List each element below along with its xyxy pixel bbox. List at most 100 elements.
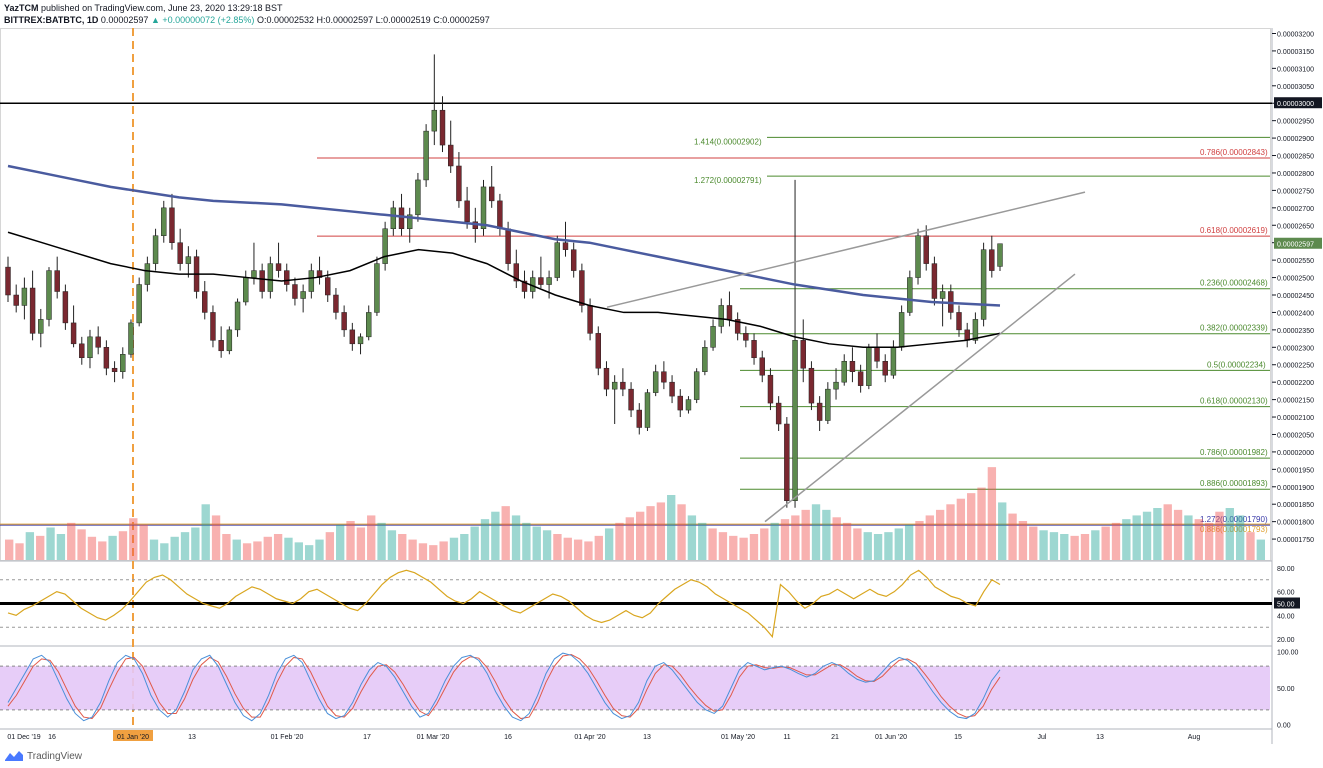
rsi-axis-label: 40.00 (1277, 613, 1295, 620)
time-axis-label: 01 Mar '20 (417, 734, 450, 741)
stoch-axis-label: 0.00 (1277, 722, 1291, 729)
rsi-axis-label: 50.00 (1277, 602, 1295, 609)
volume-bar (25, 532, 35, 560)
candle-body (488, 186, 495, 202)
price-axis-label: 0.00003200 (1277, 31, 1314, 38)
candle-body (956, 312, 962, 331)
price-axis-label: 0.00003150 (1277, 49, 1314, 56)
volume-bar (273, 534, 283, 560)
candle-body (734, 319, 741, 334)
candle-body (431, 109, 438, 132)
candle-body (915, 235, 921, 278)
volume-bar (863, 532, 872, 560)
candle-body (128, 322, 134, 355)
candle-body (890, 347, 897, 376)
stoch-k-line (7, 652, 1001, 722)
price-axis-label: 0.00002000 (1277, 450, 1314, 457)
candle-body (939, 291, 946, 299)
candle-body (144, 263, 151, 285)
fib-level-label: 0.382(0.00002339) (1200, 324, 1268, 333)
volume-bar (542, 530, 552, 560)
candle-body (898, 312, 905, 348)
time-axis-label: 01 Jun '20 (875, 734, 907, 741)
volume-bar (1111, 522, 1121, 560)
fib-level-label: 0.886(0.00001793) (1200, 525, 1268, 534)
volume-bar (718, 532, 728, 560)
volume-bar (532, 526, 541, 560)
volume-bar (729, 535, 738, 560)
low-label: L: (375, 15, 384, 25)
candle-body (554, 242, 560, 278)
time-axis-label: 01 May '20 (721, 734, 755, 741)
candle-body (972, 319, 979, 341)
volume-bar (315, 539, 324, 560)
stoch-d-line (7, 654, 1001, 720)
fib-level-label: 1.272(0.00001790) (1200, 515, 1268, 524)
volume-bar (56, 534, 66, 560)
volume-bar (967, 493, 976, 560)
candle-body (218, 340, 224, 352)
candle-body (382, 228, 388, 264)
candle-body (103, 347, 110, 369)
volume-bar (149, 539, 159, 560)
price-axis-label: 0.00001800 (1277, 520, 1314, 527)
volume-bar (811, 504, 821, 560)
volume-bar (429, 545, 438, 560)
volume-bar (1039, 530, 1048, 560)
volume-bar (460, 534, 469, 560)
candle-body (292, 284, 298, 299)
candle-body (29, 287, 36, 334)
volume-bar (1194, 519, 1203, 560)
fib-level-label: 1.414(0.00002902) (694, 137, 762, 146)
candle-body (439, 109, 446, 146)
candle-body (177, 242, 183, 264)
symbol-info: BITTREX:BATBTC, 1D 0.00002597 ▲ +0.00000… (4, 15, 490, 25)
last-price-label: 0.00002597 (1277, 242, 1314, 249)
candle-body (300, 291, 306, 299)
volume-bar (1091, 530, 1100, 560)
tradingview-logo-icon (5, 751, 23, 761)
candle-body (46, 270, 52, 320)
price-axis-label: 0.00001850 (1277, 502, 1314, 509)
candle-body (87, 336, 93, 359)
author-name[interactable]: YazTCM (4, 3, 39, 13)
candle-body (800, 340, 806, 369)
candle-body (366, 312, 372, 338)
candle-body (13, 294, 19, 306)
volume-bar (46, 527, 55, 560)
volume-bar (832, 517, 841, 560)
lower-trendline (764, 273, 1076, 523)
volume-bar (987, 467, 997, 560)
candle-body (931, 263, 938, 299)
volume-bar (222, 534, 231, 560)
time-axis-label: 17 (363, 734, 371, 741)
candle-body (325, 277, 331, 296)
candle-body (284, 270, 290, 285)
candle-body (423, 130, 429, 181)
volume-bar (1142, 511, 1152, 560)
fib-level-label: 0.886(0.00001893) (1200, 479, 1268, 488)
volume-bar (915, 521, 924, 560)
time-axis-label: 01 Apr '20 (574, 734, 605, 741)
price-axis-label: 0.00002350 (1277, 328, 1314, 335)
rsi-axis-label: 80.00 (1277, 566, 1295, 573)
candle-body (341, 312, 347, 331)
volume-bar (894, 528, 903, 560)
volume-bar (884, 532, 893, 560)
volume-bar (563, 537, 572, 560)
volume-bar (263, 536, 272, 560)
price-axis-label: 0.00002850 (1277, 154, 1314, 161)
volume-bar (708, 528, 717, 560)
volume-bar (129, 518, 138, 560)
candle-body (693, 371, 700, 400)
price-axis-label: 0.00002900 (1277, 136, 1314, 143)
volume-bar (1215, 511, 1224, 560)
trading-chart[interactable]: 0.00003200 0.00003150 0.00003100 0.00003050… (0, 28, 1323, 744)
candle-body (111, 367, 118, 372)
symbol-name: BITTREX:BATBTC, 1D (4, 15, 99, 25)
volume-bar (160, 543, 169, 560)
volume-bar (522, 522, 531, 560)
candle-body (448, 144, 454, 167)
candle-body (267, 263, 274, 292)
footer-brand[interactable]: TradingView (4, 750, 82, 762)
